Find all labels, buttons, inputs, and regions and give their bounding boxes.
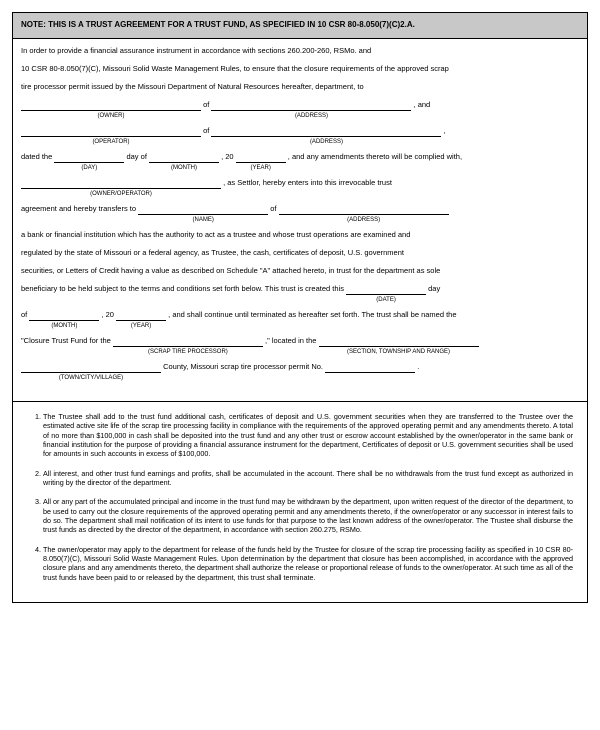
year-blank[interactable]: (YEAR)	[236, 154, 286, 163]
of-month-row: of (MONTH) , 20 (YEAR) , and shall conti…	[21, 309, 579, 321]
month-blank[interactable]: (MONTH)	[149, 154, 219, 163]
intro-line-3: tire processor permit issued by the Miss…	[21, 81, 579, 93]
agreement-body: In order to provide a financial assuranc…	[13, 39, 587, 397]
operator-row: (OPERATOR) of (ADDRESS) ,	[21, 125, 579, 137]
note-header: NOTE: THIS IS A TRUST AGREEMENT FOR A TR…	[13, 13, 587, 39]
intro-line-2: 10 CSR 80-8.050(7)(C), Missouri Solid Wa…	[21, 63, 579, 75]
term-4: The owner/operator may apply to the depa…	[43, 545, 573, 582]
created-row: beneficiary to be held subject to the te…	[21, 283, 579, 295]
county-row: (TOWN/CITY/VILLAGE) County, Missouri scr…	[21, 361, 579, 373]
term-3: All or any part of the accumulated princ…	[43, 497, 573, 534]
section-blank[interactable]: (SECTION, TOWNSHIP AND RANGE)	[319, 338, 479, 347]
operator-blank[interactable]: (OPERATOR)	[21, 128, 201, 137]
transfers-row: agreement and hereby transfers to (NAME)…	[21, 203, 579, 215]
owner-operator-blank[interactable]: (OWNER/OPERATOR)	[21, 180, 221, 189]
settlor-row: (OWNER/OPERATOR) , as Settlor, hereby en…	[21, 177, 579, 189]
term-2: All interest, and other trust fund earni…	[43, 469, 573, 488]
terms-list: The Trustee shall add to the trust fund …	[13, 402, 587, 602]
trustee-address-blank[interactable]: (ADDRESS)	[279, 206, 449, 215]
day-blank[interactable]: (DAY)	[54, 154, 124, 163]
name-blank[interactable]: (NAME)	[138, 206, 268, 215]
operator-address-blank[interactable]: (ADDRESS)	[211, 128, 441, 137]
securities-line: securities, or Letters of Credit having …	[21, 265, 579, 277]
owner-blank[interactable]: (OWNER)	[21, 102, 201, 111]
owner-address-blank[interactable]: (ADDRESS)	[211, 102, 411, 111]
term-1: The Trustee shall add to the trust fund …	[43, 412, 573, 459]
year2-blank[interactable]: (YEAR)	[116, 312, 166, 321]
document-frame: NOTE: THIS IS A TRUST AGREEMENT FOR A TR…	[12, 12, 588, 603]
date-blank[interactable]: (DATE)	[346, 286, 426, 295]
month2-blank[interactable]: (MONTH)	[29, 312, 99, 321]
bank-line: a bank or financial institution which ha…	[21, 229, 579, 241]
scrap-processor-blank[interactable]: (SCRAP TIRE PROCESSOR)	[113, 338, 263, 347]
owner-row: (OWNER) of (ADDRESS) , and	[21, 99, 579, 111]
intro-line-1: In order to provide a financial assuranc…	[21, 45, 579, 57]
dated-row: dated the (DAY) day of (MONTH) , 20 (YEA…	[21, 151, 579, 163]
regulated-line: regulated by the state of Missouri or a …	[21, 247, 579, 259]
town-blank[interactable]: (TOWN/CITY/VILLAGE)	[21, 364, 161, 373]
closure-fund-row: "Closure Trust Fund for the (SCRAP TIRE …	[21, 335, 579, 347]
permit-no-blank[interactable]	[325, 364, 415, 373]
